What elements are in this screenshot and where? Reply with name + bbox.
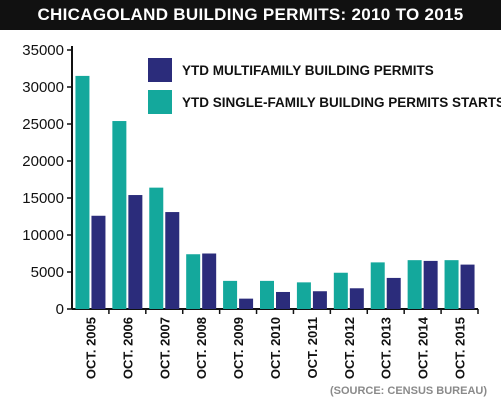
bar-single-family xyxy=(186,254,201,309)
bar-multifamily xyxy=(386,277,401,309)
bar-multifamily xyxy=(202,253,217,309)
x-category-label: OCT. 2013 xyxy=(379,317,394,379)
bar-multifamily xyxy=(276,291,290,309)
legend-label: YTD SINGLE-FAMILY BUILDING PERMITS START… xyxy=(182,95,501,110)
bar-multifamily xyxy=(165,212,180,309)
bar-multifamily xyxy=(312,291,327,309)
legend-swatch xyxy=(148,90,172,114)
x-category-label: OCT. 2015 xyxy=(453,317,468,379)
chart-title: CHICAGOLAND BUILDING PERMITS: 2010 TO 20… xyxy=(0,0,501,30)
bar-single-family xyxy=(112,121,127,309)
y-tick-label: 30000 xyxy=(22,79,64,96)
x-category-label: OCT. 2011 xyxy=(305,317,320,378)
bar-multifamily xyxy=(239,298,254,309)
bar-single-family xyxy=(260,280,274,309)
bar-multifamily xyxy=(91,215,106,309)
bar-single-family xyxy=(370,262,385,309)
source-note: (SOURCE: CENSUS BUREAU) xyxy=(329,385,487,397)
bar-single-family xyxy=(444,260,459,309)
legend-label: YTD MULTIFAMILY BUILDING PERMITS xyxy=(182,63,434,78)
x-category-label: OCT. 2007 xyxy=(157,317,172,379)
bar-single-family xyxy=(75,75,90,310)
x-category-label: OCT. 2009 xyxy=(231,317,246,379)
x-category-label: OCT. 2005 xyxy=(83,317,98,379)
bar-single-family xyxy=(223,280,238,309)
bar-single-family xyxy=(407,260,422,309)
bar-multifamily xyxy=(349,288,364,309)
bars xyxy=(75,75,475,310)
bar-single-family xyxy=(296,282,311,309)
x-category-label: OCT. 2014 xyxy=(416,316,431,379)
x-category-label: OCT. 2006 xyxy=(120,317,135,379)
y-tick-label: 0 xyxy=(56,301,64,318)
x-category-label: OCT. 2008 xyxy=(194,317,209,379)
bar-single-family xyxy=(333,272,348,309)
y-tick-label: 25000 xyxy=(22,116,64,133)
bar-multifamily xyxy=(460,264,475,309)
bar-multifamily xyxy=(128,195,143,309)
x-category-label: OCT. 2012 xyxy=(342,317,357,379)
y-tick-label: 35000 xyxy=(22,42,64,59)
legend-swatch xyxy=(148,58,172,82)
x-category-label: OCT. 2010 xyxy=(268,317,283,379)
bar-multifamily xyxy=(423,260,438,309)
bar-single-family xyxy=(149,187,164,309)
y-tick-label: 15000 xyxy=(22,190,64,207)
y-tick-label: 5000 xyxy=(31,264,64,281)
y-tick-label: 20000 xyxy=(22,153,64,170)
y-tick-label: 10000 xyxy=(22,227,64,244)
legend: YTD MULTIFAMILY BUILDING PERMITS YTD SING… xyxy=(148,58,501,114)
axes: 35000 30000 25000 20000 15000 10000 5000 0 OCT. … xyxy=(22,42,479,379)
